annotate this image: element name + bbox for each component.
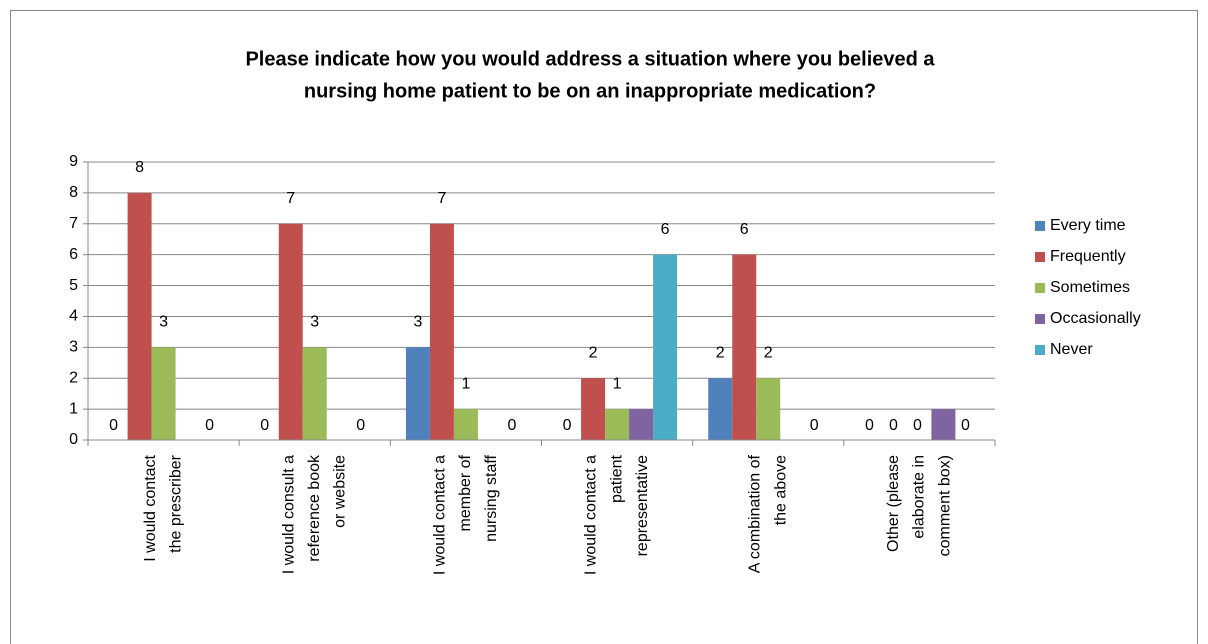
bar [302,347,327,440]
x-tick-label: comment box) [936,455,953,556]
legend-label: Every time [1050,217,1126,234]
data-label: 2 [589,344,598,361]
bar [653,254,678,440]
y-tick-label: 6 [69,246,78,263]
legend-label: Frequently [1050,248,1126,265]
data-label: 0 [260,417,269,434]
data-label: 3 [310,314,319,331]
chart-title: Please indicate how you would address a … [245,48,935,70]
x-tick-label: the prescriber [168,454,185,552]
legend-swatch [1035,345,1045,355]
data-label: 1 [613,375,622,392]
bar [605,409,630,440]
data-label: 0 [961,417,970,434]
bar [581,378,606,440]
x-tick-label: A combination of [747,454,764,573]
x-tick-label: or website [332,455,349,528]
legend-label: Sometimes [1050,279,1130,296]
data-label: 2 [764,344,773,361]
data-label: 0 [889,417,898,434]
bar [931,409,956,440]
x-tick-label: the above [772,455,789,525]
legend-label: Never [1050,341,1093,358]
data-label: 2 [716,344,725,361]
data-label: 0 [109,417,118,434]
bar [278,223,303,440]
y-tick-label: 4 [69,308,78,325]
data-label: 0 [507,417,516,434]
bar [756,378,781,440]
y-tick-label: 2 [69,369,78,386]
x-tick-label: patient [608,454,625,503]
x-tick-label: representative [634,455,651,556]
data-label: 6 [661,221,670,238]
data-label: 1 [461,375,470,392]
bar [127,192,152,440]
data-label: 0 [913,417,922,434]
data-label: 0 [563,417,572,434]
data-label: 6 [740,221,749,238]
bar [708,378,733,440]
legend-swatch [1035,283,1045,293]
y-tick-label: 8 [69,184,78,201]
legend-swatch [1035,221,1045,231]
data-label: 3 [159,314,168,331]
bar [429,223,454,440]
data-label: 7 [286,190,295,207]
y-tick-label: 9 [69,153,78,170]
data-label: 0 [356,417,365,434]
chart-frame [10,10,1198,644]
y-tick-label: 5 [69,277,78,294]
bar [405,347,430,440]
y-tick-label: 7 [69,215,78,232]
y-tick-label: 0 [69,431,78,448]
bar [453,409,478,440]
bar [732,254,757,440]
data-label: 0 [810,417,819,434]
x-tick-label: I would contact a [431,455,448,575]
x-tick-label: I would contact a [583,455,600,575]
data-label: 0 [205,417,214,434]
legend-swatch [1035,314,1045,324]
x-tick-label: reference book [306,454,323,562]
legend-label: Occasionally [1050,310,1141,327]
y-tick-label: 1 [69,400,78,417]
data-label: 8 [135,159,144,176]
data-label: 3 [413,314,422,331]
x-tick-label: member of [457,454,474,531]
data-label: 0 [865,417,874,434]
bar [629,409,654,440]
x-tick-label: I would contact [142,454,159,561]
legend-swatch [1035,252,1045,262]
data-label: 7 [437,190,446,207]
x-tick-label: I would consult a [280,455,297,574]
x-tick-label: Other (please [885,455,902,552]
x-tick-label: elaborate in [911,455,928,539]
y-tick-label: 3 [69,339,78,356]
chart-title: nursing home patient to be on an inappro… [304,80,876,102]
x-tick-label: nursing staff [483,454,500,541]
bar [151,347,176,440]
